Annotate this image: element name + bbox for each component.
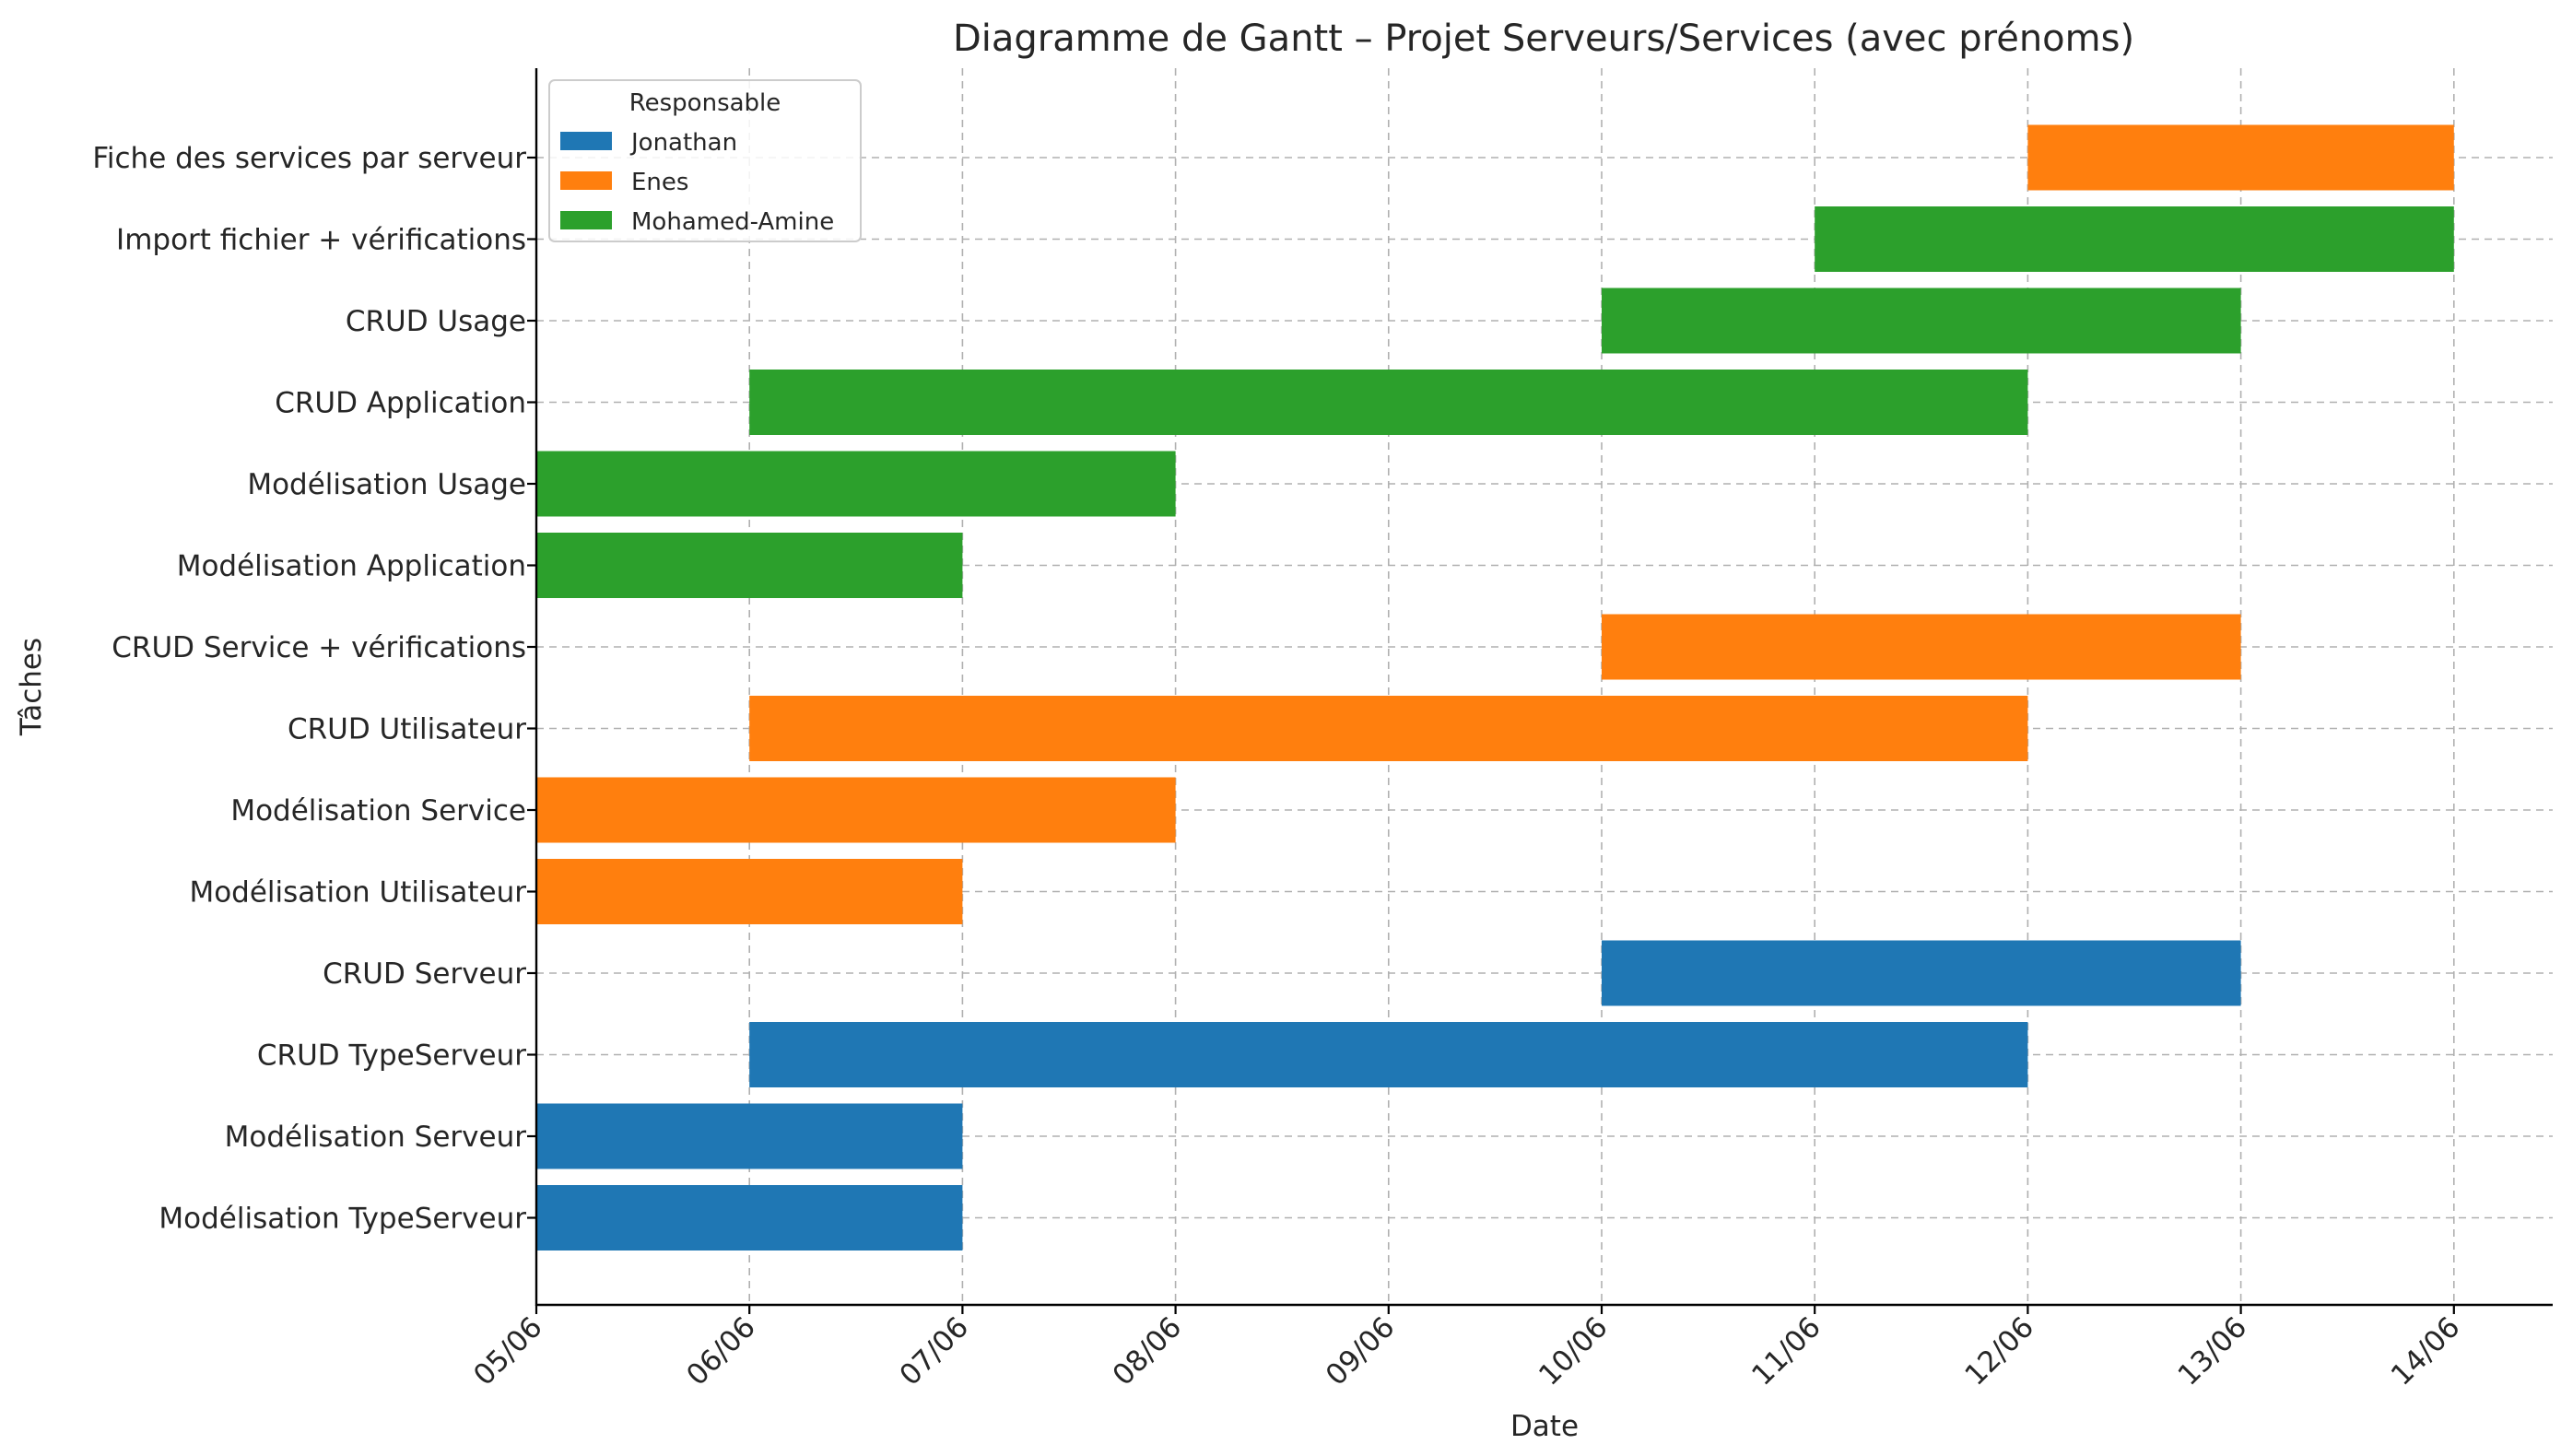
x-tick-label: 12/06	[1958, 1310, 2040, 1392]
y-tick-label: Modélisation Application	[177, 550, 526, 583]
gantt-bar	[2027, 124, 2454, 191]
legend-entries: Jonathan Enes Mohamed-Amine	[560, 129, 834, 236]
x-tick-label: 09/06	[1320, 1310, 1402, 1392]
bars	[536, 124, 2454, 1251]
y-tick-label: CRUD Serveur	[323, 957, 526, 991]
x-tick-label: 06/06	[680, 1310, 762, 1392]
gantt-bar	[536, 859, 963, 924]
gantt-bar	[1602, 614, 2241, 680]
x-tick-label: 10/06	[1533, 1310, 1615, 1392]
gantt-bar	[1815, 206, 2454, 272]
gantt-bar	[1602, 288, 2241, 354]
gantt-bar	[749, 696, 2028, 761]
y-tick-label: Modélisation Utilisateur	[189, 876, 526, 910]
legend-label: Jonathan	[629, 129, 737, 157]
legend-title: Responsable	[629, 89, 781, 117]
gantt-bar	[536, 451, 1176, 517]
legend-label: Mohamed-Amine	[631, 208, 834, 236]
axes	[535, 68, 2553, 1307]
legend-swatch	[560, 132, 612, 150]
y-tick-label: CRUD Usage	[346, 305, 526, 338]
gantt-bar	[749, 1022, 2028, 1087]
gantt-bar	[536, 1103, 963, 1169]
legend-swatch	[560, 171, 612, 190]
y-tick-label: Fiche des services par serveur	[92, 142, 526, 175]
gantt-bar	[536, 1185, 963, 1251]
y-tick-label: Modélisation Serveur	[225, 1121, 527, 1154]
x-tick-label: 08/06	[1107, 1310, 1189, 1392]
legend-label: Enes	[631, 169, 688, 196]
y-tick-label: Modélisation Usage	[247, 468, 526, 501]
gantt-bar	[536, 777, 1176, 843]
x-tick-label: 11/06	[1745, 1310, 1827, 1392]
y-tick-label: CRUD Application	[275, 387, 526, 420]
y-tick-label: Modélisation TypeServeur	[159, 1203, 526, 1236]
y-tick-label: CRUD TypeServeur	[257, 1039, 526, 1073]
x-tick-label: 05/06	[467, 1310, 549, 1392]
x-axis-label: Date	[1510, 1410, 1579, 1443]
chart-title: Diagramme de Gantt – Projet Serveurs/Ser…	[953, 18, 2134, 60]
legend: Responsable Jonathan Enes Mohamed-Amine	[548, 79, 862, 242]
x-tick-label: 14/06	[2385, 1310, 2467, 1392]
y-tick-label: CRUD Utilisateur	[288, 713, 526, 746]
gantt-bar	[536, 533, 963, 598]
x-tick-label: 13/06	[2172, 1310, 2254, 1392]
gantt-bar	[749, 370, 2028, 435]
y-ticks: Modélisation TypeServeur Modélisation Ser…	[92, 142, 536, 1236]
y-tick-label: Import fichier + vérifications	[116, 224, 526, 257]
y-axis-label: Tâches	[15, 638, 48, 736]
y-tick-label: Modélisation Service	[230, 794, 526, 828]
legend-box	[548, 79, 862, 242]
x-ticks: 05/06 06/06 07/06 08/06 09/06 10/06 11/06 12/06…	[467, 1305, 2466, 1392]
legend-swatch	[560, 211, 612, 229]
gantt-bar	[1602, 940, 2241, 1006]
x-tick-label: 07/06	[893, 1310, 975, 1392]
y-tick-label: CRUD Service + vérifications	[112, 631, 526, 664]
